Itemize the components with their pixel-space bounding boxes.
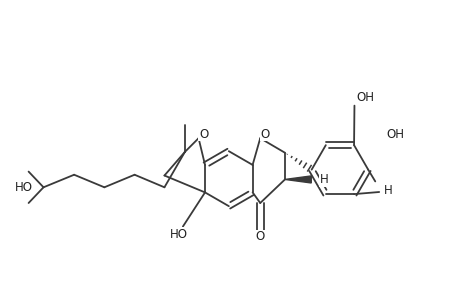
Text: H: H: [383, 184, 392, 197]
Text: O: O: [255, 230, 264, 243]
Text: H: H: [319, 173, 328, 186]
Text: O: O: [260, 128, 269, 141]
Text: OH: OH: [386, 128, 403, 141]
Polygon shape: [284, 176, 311, 183]
Text: HO: HO: [15, 181, 33, 194]
Text: HO: HO: [169, 228, 188, 241]
Text: OH: OH: [356, 91, 374, 104]
Text: O: O: [199, 128, 208, 141]
